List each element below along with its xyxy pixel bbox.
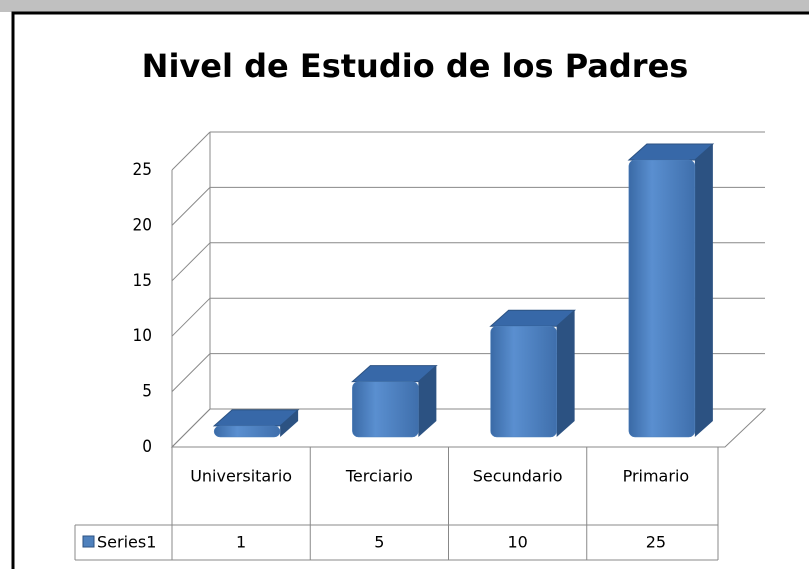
table-value: 5 bbox=[374, 533, 384, 552]
y-tick-label: 20 bbox=[133, 215, 152, 235]
y-tick-label: 0 bbox=[142, 437, 152, 457]
y-tick-label: 15 bbox=[133, 271, 152, 291]
grid-line bbox=[171, 297, 211, 337]
x-tick-label: Universitario bbox=[190, 467, 292, 486]
grid-line bbox=[171, 187, 211, 226]
bar bbox=[352, 381, 419, 438]
bar bbox=[628, 159, 696, 438]
grid-line bbox=[171, 131, 211, 171]
bar bbox=[490, 325, 557, 438]
y-tick-label: 25 bbox=[133, 160, 152, 180]
y-tick-label: 10 bbox=[133, 326, 152, 346]
bar-side bbox=[418, 365, 437, 437]
bar-side bbox=[556, 310, 575, 437]
x-tick-label: Secundario bbox=[473, 467, 563, 486]
grid-line bbox=[171, 353, 211, 392]
grid-line bbox=[171, 408, 211, 448]
x-tick-label: Terciario bbox=[345, 467, 413, 486]
x-tick-label: Primario bbox=[623, 467, 690, 486]
table-value: 1 bbox=[236, 533, 246, 552]
y-tick-label: 5 bbox=[142, 382, 152, 402]
table-value: 25 bbox=[646, 533, 666, 552]
table-value: 10 bbox=[507, 533, 527, 552]
legend-swatch bbox=[82, 535, 95, 548]
bar-side bbox=[280, 409, 299, 437]
grid-line bbox=[171, 242, 211, 282]
bar bbox=[213, 425, 281, 438]
top-band bbox=[0, 0, 809, 12]
legend-label: Series1 bbox=[97, 533, 156, 552]
chart-title: Nivel de Estudio de los Padres bbox=[142, 47, 689, 85]
bar-side bbox=[694, 144, 713, 437]
